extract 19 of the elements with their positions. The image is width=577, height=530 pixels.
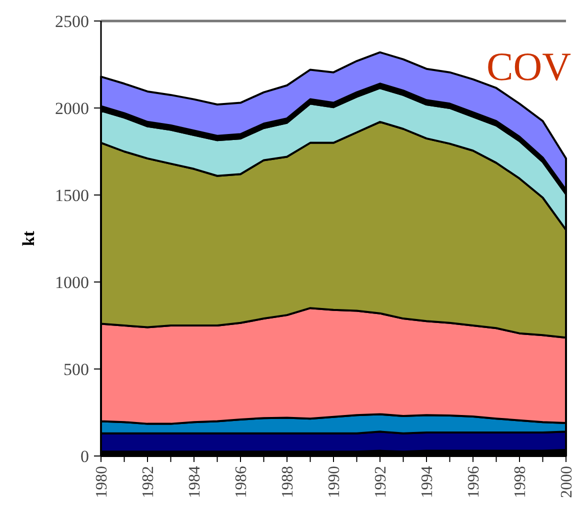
y-axis-title: kt [19, 230, 38, 246]
annotation: COV [486, 44, 572, 89]
x-tick-label: 1980 [94, 466, 111, 498]
x-tick-label: 1998 [512, 466, 530, 498]
x-tick-label: 1996 [466, 466, 483, 498]
y-tick-label: 2000 [55, 98, 89, 118]
x-tick-label: 1984 [186, 466, 204, 498]
y-tick-label: 2500 [55, 12, 89, 31]
x-tick-label: 1986 [233, 466, 250, 498]
x-tick-label: 1988 [280, 466, 297, 498]
y-tick-label: 1500 [55, 186, 89, 205]
x-tick-label: 1990 [326, 466, 344, 498]
x-tick-label: 1992 [372, 466, 390, 498]
x-tick-label: 1982 [140, 466, 158, 498]
y-tick-label: 500 [64, 360, 89, 379]
x-tick-label: 1994 [419, 466, 436, 498]
y-tick-label: 1000 [55, 272, 89, 292]
x-tick-label: 2000 [558, 466, 576, 498]
y-tick-label: 0 [80, 446, 89, 466]
